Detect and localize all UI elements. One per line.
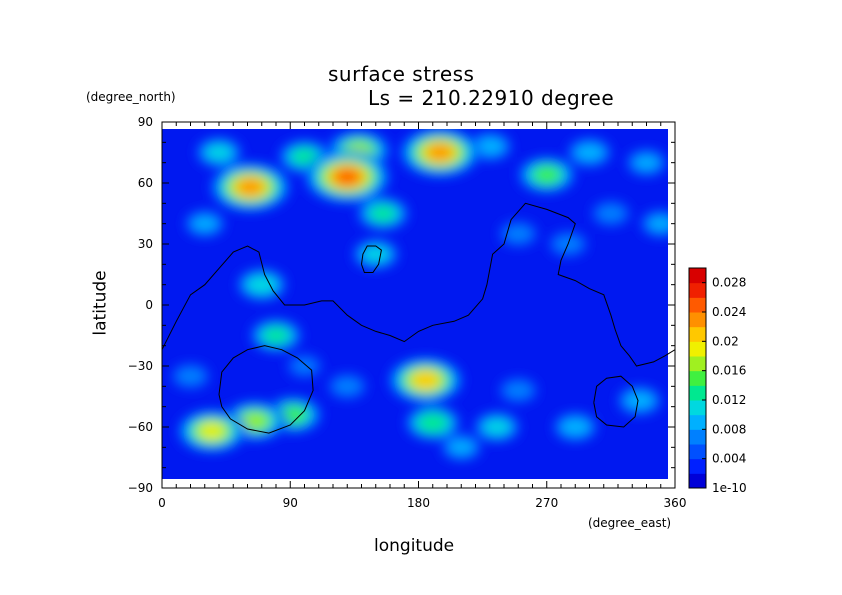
heat-hotspot	[249, 318, 303, 353]
colorbar-label: 0.012	[712, 393, 746, 407]
heat-hotspot	[498, 221, 539, 247]
y-tick-label: −60	[128, 420, 153, 434]
colorbar-segment	[689, 458, 706, 474]
heat-hotspot	[566, 138, 613, 167]
x-tick-label: 180	[407, 496, 430, 510]
colorbar-segment	[689, 297, 706, 313]
colorbar: 0.028 0.024 0.02 0.016 0.012 0.008 0.004 1e-10	[688, 267, 747, 495]
x-axis-label: longitude	[374, 536, 455, 556]
colorbar-label: 0.028	[712, 276, 746, 290]
heat-hotspot	[399, 129, 481, 178]
x-tick-label: 0	[158, 496, 166, 510]
heat-hotspot	[183, 210, 226, 238]
heat-hotspot	[327, 373, 368, 399]
y-tick-label: −90	[128, 481, 153, 495]
y-tick-label: 90	[138, 115, 153, 129]
colorbar-segment	[689, 400, 706, 416]
colorbar-segment	[689, 429, 706, 445]
heat-hotspot	[286, 354, 323, 378]
x-tick-label: 360	[664, 496, 687, 510]
contour-coastline	[161, 202, 676, 367]
heat-hotspot	[176, 409, 248, 453]
heat-hotspot	[303, 150, 391, 204]
y-tick-label: −30	[128, 359, 153, 373]
heat-hotspot	[209, 162, 292, 212]
y-tick-label: 60	[138, 176, 153, 190]
x-tick-label: 90	[283, 496, 298, 510]
heat-hotspot	[404, 405, 461, 441]
heat-hotspot	[195, 137, 243, 168]
colorbar-segment	[689, 341, 706, 357]
heat-hotspot	[356, 196, 410, 231]
heat-hotspot	[591, 200, 631, 227]
colorbar-frame	[688, 267, 707, 489]
colorbar-segment	[689, 370, 706, 386]
colorbar-segment	[689, 414, 706, 430]
heat-hotspot	[517, 156, 577, 194]
colorbar-label: 0.008	[712, 422, 746, 436]
heat-hotspot	[467, 132, 513, 161]
y-axis-unit: (degree_north)	[86, 90, 176, 104]
contour-layer	[161, 202, 676, 434]
heat-hotspot	[236, 268, 288, 301]
y-tick-label: 0	[145, 298, 153, 312]
y-tick-label: 30	[138, 237, 153, 251]
colorbar-segment	[689, 268, 706, 284]
x-tick-label: 270	[535, 496, 558, 510]
chart-title: surface stress	[328, 62, 475, 86]
heat-hotspot	[498, 377, 539, 403]
colorbar-segment	[689, 312, 706, 328]
colorbar-label: 0.024	[712, 305, 746, 319]
heat-hotspot	[387, 357, 464, 404]
x-axis-unit: (degree_east)	[588, 516, 672, 530]
colorbar-segment	[689, 473, 706, 489]
colorbar-segment	[689, 444, 706, 460]
heat-hotspot	[625, 149, 668, 177]
heat-hotspot	[472, 412, 521, 442]
heat-hotspot	[351, 239, 400, 270]
colorbar-label: 0.016	[712, 364, 746, 378]
colorbar-label: 0.02	[712, 334, 739, 348]
heat-hotspot	[616, 386, 663, 415]
heat-hotspot	[222, 401, 287, 441]
colorbar-label: 1e-10	[712, 481, 747, 495]
chart-subtitle: Ls = 210.22910 degree	[368, 86, 615, 110]
heat-hotspot	[440, 433, 483, 461]
contour-crater-west	[218, 345, 314, 434]
heat-hotspot	[170, 363, 211, 389]
colorbar-segment	[689, 326, 706, 342]
colorbar-segment	[689, 385, 706, 401]
colorbar-label: 0.004	[712, 452, 746, 466]
contour-island	[361, 245, 382, 273]
heat-hotspot	[639, 210, 668, 238]
axis-ticks: 0 90 180 270 360 90 60 30 0 −30 −60 −90	[128, 115, 687, 510]
colorbar-segment	[689, 356, 706, 372]
colorbar-segment	[689, 282, 706, 298]
heat-hotspot	[552, 412, 598, 442]
contour-crater-east	[593, 375, 639, 428]
